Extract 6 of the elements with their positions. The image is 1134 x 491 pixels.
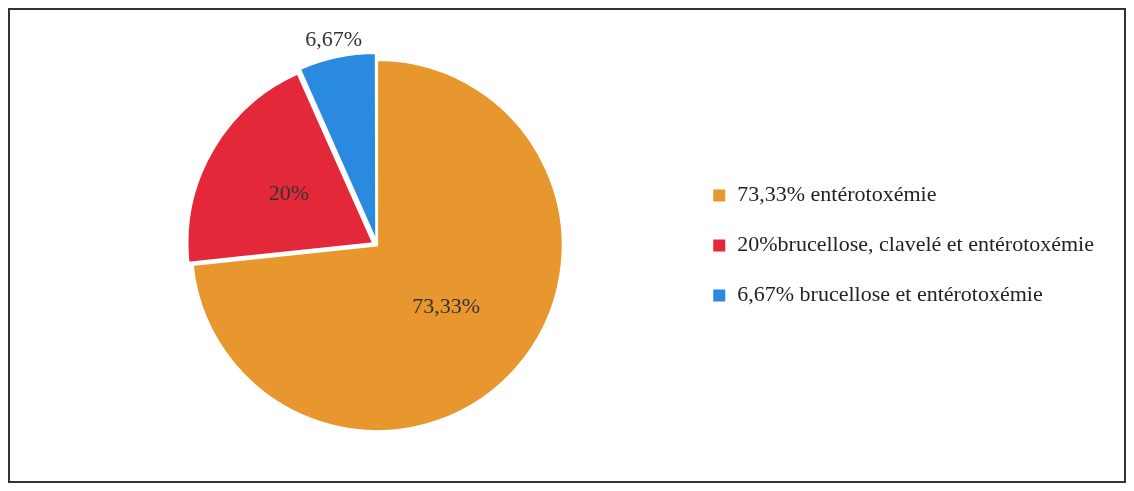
data-label: 73,33% bbox=[412, 293, 480, 319]
legend-label: 73,33% entérotoxémie bbox=[737, 181, 937, 207]
data-label: 20% bbox=[268, 180, 310, 206]
data-label: 6,67% bbox=[305, 26, 362, 52]
legend-label: 20%brucellose, clavelé et entérotoxémie bbox=[737, 231, 1095, 257]
legend-label: 6,67% brucellose et entérotoxémie bbox=[737, 281, 1043, 307]
